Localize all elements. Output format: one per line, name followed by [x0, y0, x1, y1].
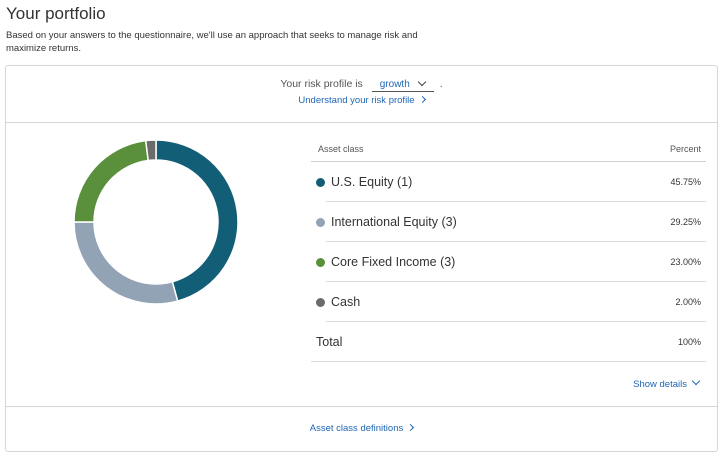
asset-class-percent: 45.75%	[670, 177, 701, 187]
asset-class-name: International Equity (3)	[331, 215, 457, 229]
legend-dot	[316, 217, 325, 227]
table-row: Cash 2.00%	[311, 282, 706, 322]
column-header-percent: Percent	[669, 143, 701, 154]
show-details-button[interactable]: Show details	[633, 376, 701, 390]
asset-class-definitions-link[interactable]: Asset class definitions	[6, 423, 717, 434]
allocation-donut-chart	[73, 139, 239, 305]
donut-slice-u-s-equity-1	[155, 139, 239, 303]
divider	[6, 122, 717, 123]
chevron-down-icon	[691, 376, 701, 386]
asset-class-definitions-label: Asset class definitions	[309, 423, 404, 434]
page-description: Based on your answers to the questionnai…	[6, 30, 418, 54]
table-row: Core Fixed Income (3) 23.00%	[311, 242, 706, 282]
legend-dot	[316, 177, 325, 187]
donut-slice-core-fixed-income-3	[73, 139, 150, 223]
show-details-label: Show details	[633, 379, 687, 390]
risk-profile-value: growth	[379, 79, 410, 90]
asset-class-percent: 2.00%	[675, 297, 701, 307]
total-label: Total	[316, 335, 343, 349]
table-row: International Equity (3) 29.25%	[311, 202, 706, 242]
asset-class-name: Cash	[331, 295, 361, 309]
portfolio-card: Your risk profile is growth. Understand …	[5, 65, 718, 452]
legend-dot	[316, 297, 325, 307]
asset-class-table: Asset class Percent U.S. Equity (1) 45.7…	[311, 136, 706, 362]
risk-profile-label: Your risk profile is	[280, 78, 363, 90]
table-row: U.S. Equity (1) 45.75%	[311, 162, 706, 202]
asset-class-name: U.S. Equity (1)	[331, 175, 413, 189]
legend-dot	[316, 257, 325, 267]
risk-profile-line: Your risk profile is growth.	[6, 77, 717, 92]
chevron-right-icon	[407, 423, 415, 432]
asset-class-percent: 29.25%	[670, 217, 701, 227]
table-total-row: Total 100%	[311, 322, 706, 362]
table-header: Asset class Percent	[311, 136, 706, 162]
understand-risk-profile-label: Understand your risk profile	[298, 95, 415, 106]
chevron-right-icon	[418, 95, 426, 104]
asset-class-name: Core Fixed Income (3)	[331, 255, 456, 269]
divider	[6, 406, 717, 407]
column-header-asset-class: Asset class	[318, 143, 364, 154]
asset-class-percent: 23.00%	[670, 257, 701, 267]
page-title: Your portfolio	[6, 4, 106, 23]
chevron-down-icon	[417, 77, 426, 87]
risk-profile-select[interactable]: growth	[371, 77, 434, 92]
risk-profile-period: .	[439, 78, 443, 90]
understand-risk-profile-link[interactable]: Understand your risk profile	[6, 95, 717, 106]
total-percent: 100%	[677, 337, 701, 347]
donut-slice-international-equity-3	[73, 221, 179, 305]
donut-slice-cash	[144, 139, 157, 162]
